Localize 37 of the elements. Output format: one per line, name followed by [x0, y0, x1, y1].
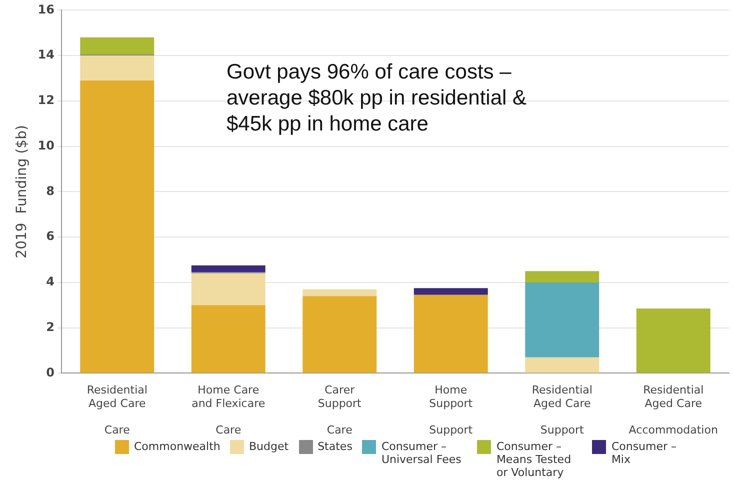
category-label: Home Care and Flexicare Care [192, 384, 266, 436]
bar [525, 282, 600, 358]
legend-label: Consumer – Mix [611, 440, 678, 466]
y-tick-label: 4 [46, 274, 54, 289]
y-tick-label: 10 [38, 138, 54, 152]
bar [414, 294, 488, 373]
category-label: Home Support Support [429, 384, 473, 436]
y-tick-label: 8 [46, 184, 54, 198]
bar [414, 288, 488, 295]
category-label: Residential Aged Care Support [532, 384, 592, 436]
bar [636, 308, 710, 373]
category-label: Residential Aged Care Care [86, 384, 148, 436]
category-label: Residential Aged Care Accommodation [628, 384, 718, 436]
y-tick-label: 12 [38, 93, 54, 108]
bar [80, 80, 154, 373]
bar [302, 296, 377, 373]
annotation: Govt pays 96% of care costs – average $80k pp in residential & $45k pp in home care [226, 60, 527, 136]
y-tick-label: 0 [46, 365, 54, 380]
y-tick-label: 6 [46, 229, 54, 244]
bar [302, 289, 377, 296]
legend-label: Consumer – Universal Fees [381, 440, 462, 466]
y-axis-title: 2019 Funding ($b) [14, 125, 30, 258]
bar [525, 271, 600, 282]
bar [191, 273, 266, 306]
bar [525, 357, 600, 373]
bar [191, 305, 266, 373]
bar [80, 56, 154, 81]
y-tick-label: 2 [46, 320, 54, 334]
legend-label: States [318, 440, 352, 453]
legend-label: Budget [249, 440, 289, 453]
bar [80, 37, 154, 54]
legend-label: Commonwealth [134, 440, 220, 453]
legend-label: Consumer – Means Tested or Voluntary [496, 440, 572, 479]
y-tick-label: 14 [38, 48, 54, 62]
bar [191, 265, 266, 272]
category-label: Carer Support Care [318, 384, 362, 436]
y-tick-label: 16 [38, 2, 54, 16]
